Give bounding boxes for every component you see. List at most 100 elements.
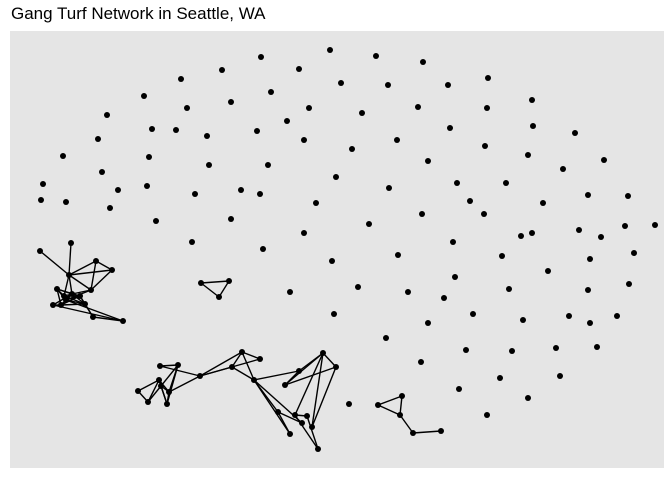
isolated-node-15 <box>184 105 190 111</box>
isolated-node-80 <box>626 281 632 287</box>
node-L16 <box>120 318 126 324</box>
isolated-node-96 <box>525 395 531 401</box>
edge-B20-B21 <box>311 366 337 428</box>
isolated-node-52 <box>63 199 69 205</box>
edge-L3-L7 <box>63 274 70 297</box>
edge-B13-B17 <box>253 370 300 381</box>
node-B4 <box>158 383 164 389</box>
isolated-node-102 <box>284 118 290 124</box>
node-L12 <box>58 302 64 308</box>
edge-B4-B7 <box>160 364 179 387</box>
isolated-node-68 <box>631 250 637 256</box>
isolated-node-64 <box>301 230 307 236</box>
edge-B9-B11 <box>199 351 243 377</box>
node-C2 <box>399 393 405 399</box>
isolated-node-48 <box>454 180 460 186</box>
isolated-node-50 <box>585 192 591 198</box>
isolated-node-82 <box>425 320 431 326</box>
edge-L11-L16 <box>65 299 124 322</box>
isolated-node-45 <box>257 191 263 197</box>
node-B8 <box>157 363 163 369</box>
isolated-node-84 <box>520 317 526 323</box>
edge-B22-B23 <box>294 414 319 450</box>
node-L9 <box>69 291 75 297</box>
edge-B18-B20 <box>284 366 337 386</box>
isolated-node-86 <box>614 313 620 319</box>
node-B12 <box>257 356 263 362</box>
edge-L3-L9 <box>68 274 73 295</box>
edge-T2-T3 <box>218 280 230 298</box>
node-T3 <box>216 294 222 300</box>
isolated-node-39 <box>560 166 566 172</box>
isolated-node-29 <box>530 123 536 129</box>
panel-background <box>10 31 664 468</box>
node-B17 <box>296 368 302 374</box>
isolated-node-8 <box>338 80 344 86</box>
isolated-node-23 <box>204 133 210 139</box>
isolated-node-18 <box>415 104 421 110</box>
node-B6 <box>164 401 170 407</box>
node-B18 <box>282 382 288 388</box>
isolated-node-4 <box>258 54 264 60</box>
node-B1 <box>135 388 141 394</box>
isolated-node-27 <box>447 125 453 131</box>
isolated-node-38 <box>525 152 531 158</box>
isolated-node-5 <box>219 67 225 73</box>
node-L2 <box>68 240 74 246</box>
node-L8 <box>88 287 94 293</box>
edge-B19-B22 <box>294 352 324 416</box>
isolated-node-14 <box>268 89 274 95</box>
isolated-node-20 <box>529 97 535 103</box>
edge-B14-B15 <box>277 411 291 435</box>
isolated-node-31 <box>95 136 101 142</box>
isolated-node-105 <box>652 222 658 228</box>
isolated-node-51 <box>625 193 631 199</box>
node-L13 <box>82 301 88 307</box>
edge-L5-L8 <box>90 269 113 291</box>
edge-C1-C2 <box>377 395 403 406</box>
edge-L4-L5 <box>95 260 113 271</box>
edge-C2-C3 <box>399 395 403 416</box>
isolated-node-99 <box>115 187 121 193</box>
isolated-node-108 <box>518 233 524 239</box>
edge-L3-L8 <box>68 274 92 291</box>
node-B19 <box>320 350 326 356</box>
edge-B1-B3 <box>137 379 160 392</box>
edge-B10-B11 <box>231 351 243 368</box>
node-C4 <box>410 430 416 436</box>
isolated-node-36 <box>349 146 355 152</box>
isolated-node-71 <box>499 253 505 259</box>
isolated-node-92 <box>418 359 424 365</box>
node-B7 <box>175 362 181 368</box>
isolated-node-98 <box>38 197 44 203</box>
isolated-node-59 <box>481 211 487 217</box>
isolated-node-9 <box>385 82 391 88</box>
isolated-node-24 <box>254 128 260 134</box>
isolated-node-26 <box>394 137 400 143</box>
isolated-node-7 <box>178 76 184 82</box>
edge-B11-B12 <box>241 351 261 360</box>
edge-B10-B13 <box>231 366 255 381</box>
node-L4 <box>93 258 99 264</box>
isolated-node-95 <box>456 386 462 392</box>
isolated-node-58 <box>419 211 425 217</box>
edge-B4-B6 <box>160 385 168 405</box>
node-B20 <box>333 364 339 370</box>
node-L15 <box>90 314 96 320</box>
isolated-node-41 <box>40 181 46 187</box>
edge-B18-B19 <box>284 352 324 386</box>
plot-panel <box>10 31 664 468</box>
edge-T1-T3 <box>200 282 220 298</box>
edge-B23-B24 <box>306 415 319 450</box>
edge-B8-B9 <box>159 365 201 377</box>
edge-L9-L14 <box>52 293 73 306</box>
isolated-node-101 <box>238 187 244 193</box>
node-B10 <box>229 364 235 370</box>
isolated-node-100 <box>173 127 179 133</box>
isolated-node-42 <box>99 169 105 175</box>
node-B22 <box>292 412 298 418</box>
isolated-node-46 <box>333 174 339 180</box>
isolated-node-93 <box>497 375 503 381</box>
node-layer <box>37 47 658 452</box>
isolated-node-21 <box>104 112 110 118</box>
